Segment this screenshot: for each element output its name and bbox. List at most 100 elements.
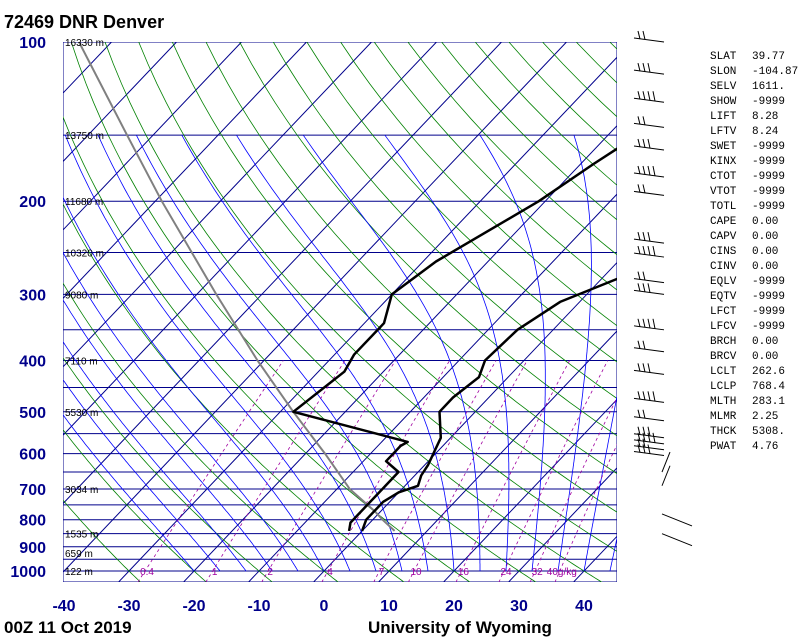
- wind-barb: [633, 116, 665, 128]
- index-row: PWAT 4.76: [710, 440, 798, 455]
- dry-adiabat-line: [306, 42, 617, 363]
- index-value: -9999: [752, 291, 786, 303]
- index-value: 0.00: [752, 336, 779, 348]
- index-row: LIFT 8.28: [710, 110, 798, 125]
- dry-adiabat-line: [205, 42, 617, 475]
- index-name: CAPV: [710, 231, 737, 243]
- moist-adiabat-line: [64, 135, 351, 572]
- isotherm-line: [0, 42, 47, 582]
- stability-indices-list: SLAT 39.77 SLON -104.87 SELV 1611. SHOW -9999 LI…: [710, 50, 798, 455]
- index-name: CINV: [710, 261, 737, 273]
- height-label: 3034 m: [65, 485, 98, 496]
- index-value: 0.00: [752, 246, 779, 258]
- isotherm-line: [63, 42, 567, 573]
- index-value: -9999: [752, 171, 786, 183]
- isotherm-line: [378, 330, 617, 582]
- index-row: LFTV 8.24: [710, 125, 798, 140]
- height-label: 10320 m: [65, 249, 104, 260]
- moist-adiabat-line: [384, 134, 510, 572]
- isotherm-line: [63, 42, 502, 505]
- pressure-tick-label: 200: [19, 194, 46, 211]
- pressure-tick-label: 100: [19, 35, 46, 52]
- index-row: CAPE 0.00: [710, 215, 798, 230]
- wind-barb: [661, 465, 671, 486]
- wind-barb: [661, 451, 671, 473]
- index-name: CAPE: [710, 216, 737, 228]
- wind-barb: [633, 91, 665, 103]
- mixing-ratio-label: 16: [458, 567, 470, 578]
- mixing-ratio-label: 24: [500, 567, 512, 578]
- isotherm-line: [118, 56, 617, 582]
- wind-barb: [633, 432, 665, 445]
- height-label: 13750 m: [65, 131, 104, 142]
- moist-adiabat-line: [479, 134, 546, 572]
- wind-barb: [633, 363, 665, 375]
- index-value: -9999: [752, 276, 786, 288]
- temperature-tick-label: -20: [182, 598, 205, 615]
- moist-adiabat-line: [609, 536, 617, 572]
- index-row: LFCV -9999: [710, 320, 798, 335]
- temperature-tick-label: 0: [320, 598, 329, 615]
- mixing-ratio-line: [137, 360, 284, 582]
- index-row: LCLP 768.4: [710, 380, 798, 395]
- wind-barb: [633, 318, 665, 331]
- index-name: KINX: [710, 156, 737, 168]
- index-row: EQTV -9999: [710, 290, 798, 305]
- sounding-time: 00Z 11 Oct 2019: [4, 618, 132, 637]
- dry-adiabat-line: [272, 42, 617, 400]
- moist-adiabat-line: [302, 134, 481, 571]
- index-value: 0.00: [752, 231, 779, 243]
- index-value: -9999: [752, 201, 786, 213]
- wind-barb: [633, 444, 665, 457]
- wind-barb: [633, 409, 665, 422]
- index-row: VTOT -9999: [710, 185, 798, 200]
- index-row: LCLT 262.6: [710, 365, 798, 380]
- dry-adiabat-line: [104, 42, 603, 582]
- height-label: 16330 m: [65, 38, 104, 49]
- moist-adiabat-line: [557, 135, 592, 572]
- isotherm-line: [508, 467, 617, 582]
- index-row: KINX -9999: [710, 155, 798, 170]
- index-row: TOTL -9999: [710, 200, 798, 215]
- index-name: MLMR: [710, 411, 737, 423]
- index-value: 262.6: [752, 366, 786, 378]
- index-value: -104.87: [752, 66, 799, 78]
- mixing-ratio-line: [205, 360, 346, 582]
- index-value: 1611.: [752, 81, 786, 93]
- index-value: 5308.: [752, 426, 786, 438]
- index-row: CAPV 0.00: [710, 230, 798, 245]
- moist-adiabat-line: [583, 393, 617, 572]
- pressure-tick-label: 500: [19, 405, 46, 422]
- index-name: TOTL: [710, 201, 737, 213]
- index-row: EQLV -9999: [710, 275, 798, 290]
- index-name: SLAT: [710, 51, 737, 63]
- moist-adiabat-line: [97, 135, 377, 572]
- index-value: -9999: [752, 141, 786, 153]
- pressure-tick-label: 800: [19, 513, 46, 530]
- moist-adiabat-line: [136, 135, 403, 572]
- index-name: SHOW: [710, 96, 737, 108]
- dry-adiabat-line: [63, 203, 405, 582]
- height-label: 1535 m: [65, 530, 98, 541]
- wind-barb: [633, 138, 665, 151]
- index-row: SLAT 39.77: [710, 50, 798, 65]
- index-value: 283.1: [752, 396, 786, 408]
- index-name: LIFT: [710, 111, 737, 123]
- pressure-tick-label: 600: [19, 447, 46, 464]
- moist-adiabat-line: [63, 414, 195, 572]
- index-value: -9999: [752, 321, 786, 333]
- index-name: CTOT: [710, 171, 737, 183]
- index-name: MLTH: [710, 396, 737, 408]
- isotherm-line: [63, 42, 307, 300]
- index-value: 768.4: [752, 381, 786, 393]
- wind-barb: [633, 391, 665, 403]
- height-label: 122 m: [65, 567, 93, 578]
- dewpoint-profile: [292, 147, 617, 532]
- dry-adiabat-line: [63, 115, 471, 582]
- data-source: University of Wyoming: [368, 618, 552, 637]
- isotherm-line: [63, 42, 372, 368]
- index-name: LFCT: [710, 306, 737, 318]
- index-row: CINS 0.00: [710, 245, 798, 260]
- mixing-ratio-label: 10: [410, 567, 422, 578]
